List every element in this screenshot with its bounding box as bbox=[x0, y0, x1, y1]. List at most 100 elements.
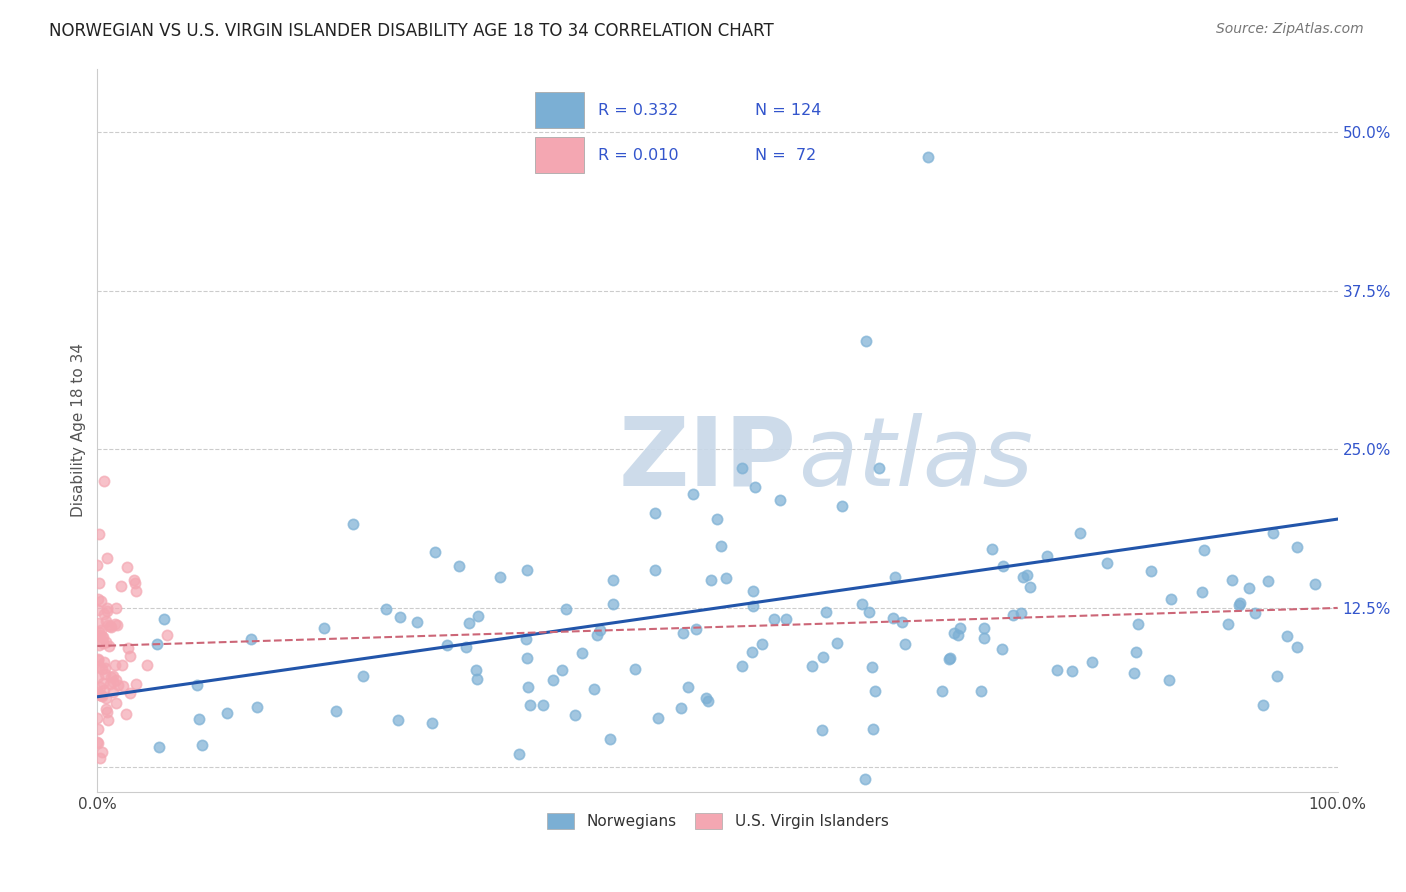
Point bbox=[858, 605, 880, 619]
Point bbox=[100, 620, 122, 634]
Point bbox=[555, 602, 578, 616]
Point bbox=[93, 607, 115, 621]
Point bbox=[515, 632, 537, 646]
Point bbox=[991, 641, 1014, 656]
Point bbox=[1012, 570, 1035, 584]
Point bbox=[731, 461, 754, 475]
Point bbox=[456, 640, 478, 654]
Point bbox=[87, 670, 110, 684]
Point bbox=[246, 699, 269, 714]
Point bbox=[89, 680, 111, 694]
Point bbox=[742, 599, 765, 614]
Point bbox=[111, 658, 134, 673]
Point bbox=[582, 682, 605, 697]
Point bbox=[389, 610, 412, 624]
Point bbox=[1128, 617, 1150, 632]
Point bbox=[104, 673, 127, 688]
Point bbox=[946, 628, 969, 642]
Point bbox=[917, 150, 939, 164]
Point bbox=[93, 655, 115, 669]
Point bbox=[105, 696, 128, 710]
Point bbox=[89, 750, 111, 764]
Point bbox=[98, 618, 121, 632]
Point bbox=[420, 716, 443, 731]
Point bbox=[156, 628, 179, 642]
Point bbox=[489, 569, 512, 583]
Point bbox=[118, 649, 141, 664]
Point bbox=[991, 559, 1014, 574]
Point bbox=[811, 649, 834, 664]
Text: ZIP: ZIP bbox=[619, 413, 796, 506]
Point bbox=[1160, 592, 1182, 607]
Point bbox=[602, 573, 624, 587]
Point bbox=[931, 684, 953, 698]
Point bbox=[1019, 580, 1042, 594]
Point bbox=[768, 493, 790, 508]
Point bbox=[90, 623, 112, 637]
Point bbox=[90, 630, 112, 644]
Point bbox=[215, 706, 238, 720]
Text: NORWEGIAN VS U.S. VIRGIN ISLANDER DISABILITY AGE 18 TO 34 CORRELATION CHART: NORWEGIAN VS U.S. VIRGIN ISLANDER DISABI… bbox=[49, 22, 773, 40]
Point bbox=[1125, 645, 1147, 659]
Point bbox=[94, 661, 117, 675]
Point bbox=[585, 628, 607, 642]
Point bbox=[980, 541, 1002, 556]
Point bbox=[949, 621, 972, 635]
Point bbox=[1010, 607, 1032, 621]
Point bbox=[96, 550, 118, 565]
Point bbox=[602, 597, 624, 611]
Point bbox=[973, 621, 995, 635]
Point bbox=[239, 632, 262, 647]
Point bbox=[93, 474, 115, 488]
Point bbox=[862, 722, 884, 736]
Point bbox=[97, 618, 120, 632]
Point bbox=[86, 558, 108, 573]
Point bbox=[706, 512, 728, 526]
Legend: Norwegians, U.S. Virgin Islanders: Norwegians, U.S. Virgin Islanders bbox=[540, 806, 894, 835]
Point bbox=[98, 677, 121, 691]
Point bbox=[699, 573, 721, 587]
Point bbox=[465, 672, 488, 686]
Point bbox=[1001, 607, 1024, 622]
Point bbox=[110, 578, 132, 592]
Point bbox=[91, 675, 114, 690]
Point bbox=[599, 732, 621, 747]
Point bbox=[1261, 526, 1284, 541]
Point bbox=[644, 506, 666, 520]
Point bbox=[714, 571, 737, 585]
Point bbox=[647, 711, 669, 725]
Point bbox=[742, 583, 765, 598]
Point bbox=[342, 516, 364, 531]
Point bbox=[1243, 607, 1265, 621]
Point bbox=[1080, 655, 1102, 669]
Point bbox=[970, 684, 993, 698]
Point bbox=[387, 713, 409, 727]
Point bbox=[939, 650, 962, 665]
Point bbox=[1285, 640, 1308, 654]
Point bbox=[136, 658, 159, 673]
Point bbox=[1239, 581, 1261, 595]
Point bbox=[90, 688, 112, 702]
Point bbox=[117, 641, 139, 656]
Point bbox=[831, 500, 853, 514]
Point bbox=[145, 637, 167, 651]
Point bbox=[763, 612, 786, 626]
Point bbox=[564, 707, 586, 722]
Point bbox=[90, 594, 112, 608]
Point bbox=[1265, 669, 1288, 683]
Point bbox=[644, 563, 666, 577]
Point bbox=[1253, 698, 1275, 712]
Point bbox=[464, 663, 486, 677]
Point bbox=[105, 617, 128, 632]
Point bbox=[516, 681, 538, 695]
Point bbox=[744, 480, 766, 494]
Point bbox=[1157, 673, 1180, 687]
Point bbox=[973, 631, 995, 645]
Point bbox=[94, 635, 117, 649]
Point bbox=[685, 623, 707, 637]
Point bbox=[96, 705, 118, 719]
Point bbox=[731, 659, 754, 673]
Point bbox=[86, 734, 108, 748]
Point bbox=[1036, 549, 1059, 563]
Point bbox=[86, 711, 108, 725]
